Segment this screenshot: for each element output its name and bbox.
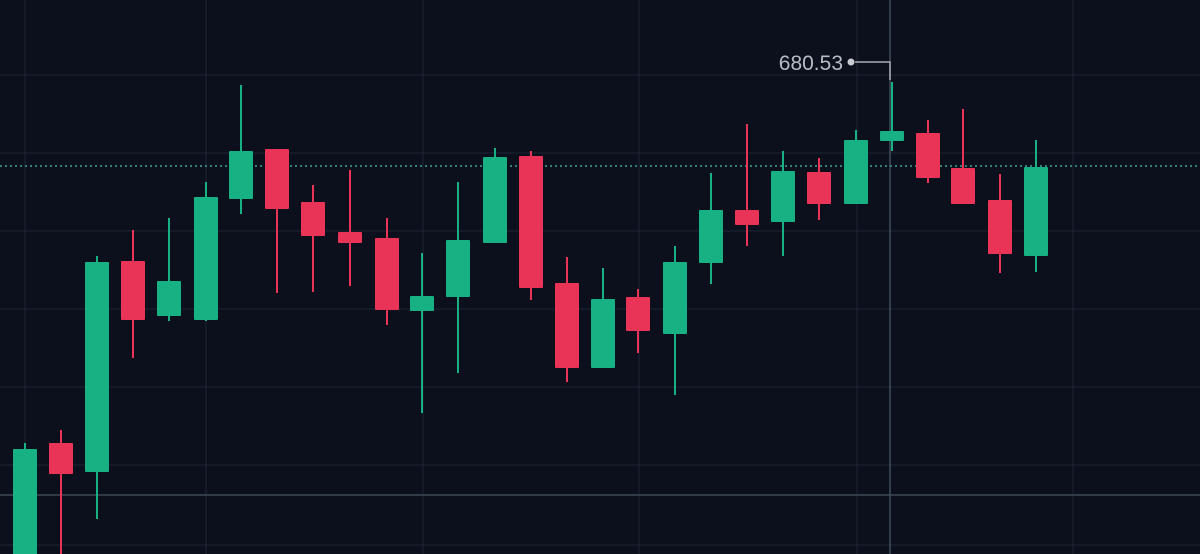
candle-body (519, 156, 543, 288)
candle-body (699, 210, 723, 263)
candle-body (844, 140, 868, 204)
candle-body (375, 238, 399, 310)
candle-body (771, 171, 795, 222)
candle-body (85, 262, 109, 472)
candle-body (1024, 167, 1048, 256)
candle-body (807, 172, 831, 204)
candle-body (338, 232, 362, 243)
price-marker-line (855, 61, 891, 80)
candle-body (229, 151, 253, 199)
candle-body (121, 261, 145, 320)
candle-body (663, 262, 687, 334)
candle-body (410, 296, 434, 311)
candle-body (301, 202, 325, 236)
candle-body (626, 297, 650, 331)
candle-body (265, 149, 289, 209)
candle-body (951, 168, 975, 204)
price-label: 680.53 (779, 52, 843, 75)
candle-body (735, 210, 759, 225)
price-marker-dot (847, 58, 855, 66)
candle-body (880, 131, 904, 141)
candle-body (446, 240, 470, 297)
candle-body (555, 283, 579, 368)
candle-body (157, 281, 181, 316)
candle-body (591, 299, 615, 368)
candle-body (49, 443, 73, 474)
candle-body (916, 133, 940, 178)
candle-body (988, 200, 1012, 254)
candle-body (194, 197, 218, 320)
candle-body (13, 449, 37, 554)
candle-body (483, 157, 507, 243)
